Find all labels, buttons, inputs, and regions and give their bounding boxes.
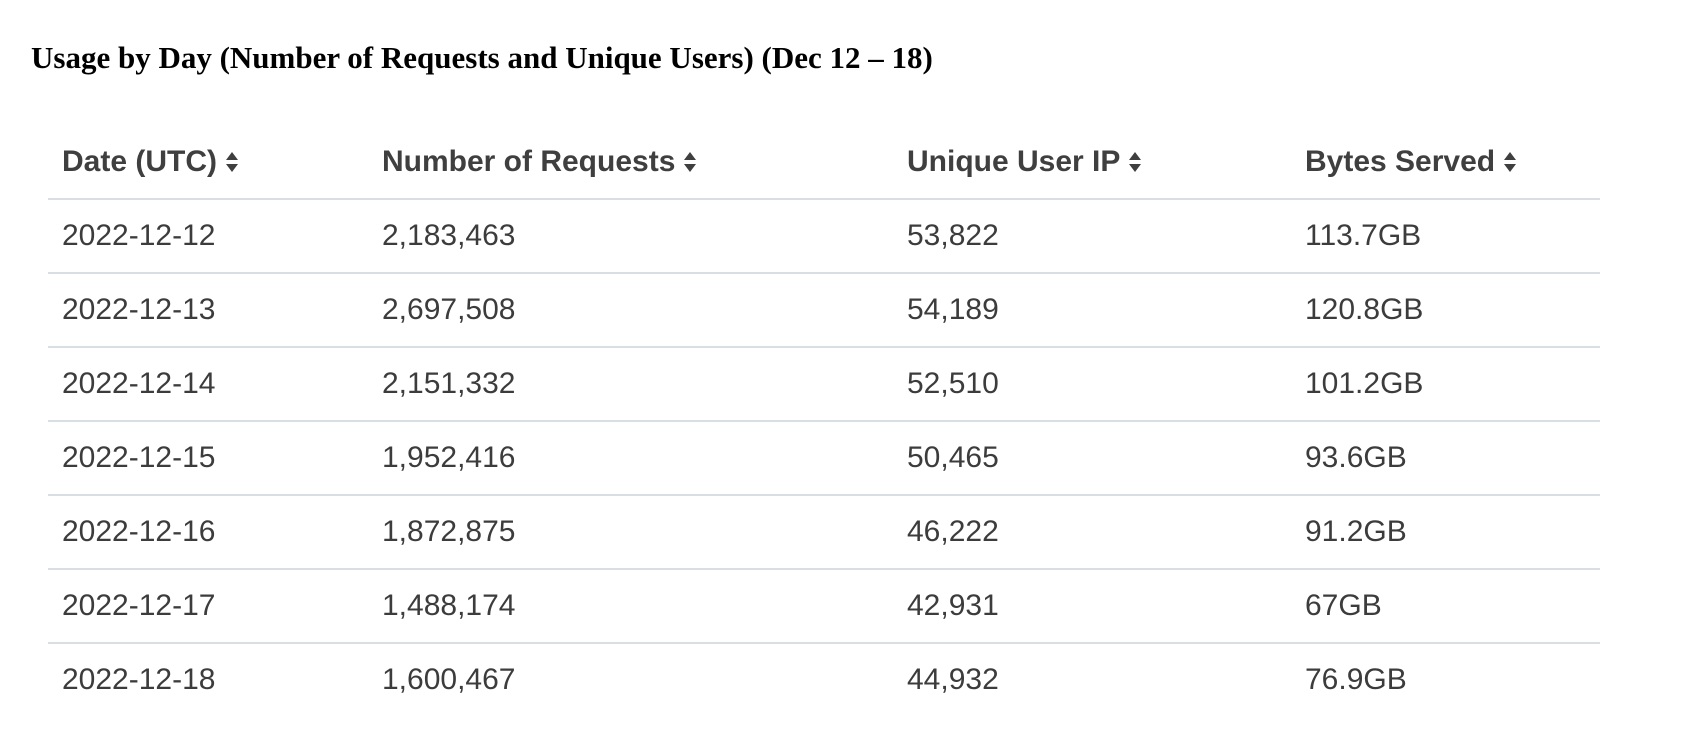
cell-unique-ip: 42,931	[893, 569, 1291, 644]
cell-unique-ip: 52,510	[893, 347, 1291, 422]
column-header-label: Number of Requests	[382, 145, 676, 178]
sort-icon	[1504, 152, 1517, 172]
column-header-date[interactable]: Date (UTC)	[48, 126, 368, 200]
page-title: Usage by Day (Number of Requests and Uni…	[31, 40, 933, 75]
column-header-requests[interactable]: Number of Requests	[368, 126, 893, 200]
cell-bytes: 67GB	[1291, 569, 1600, 644]
cell-requests: 1,600,467	[382, 663, 516, 696]
sort-icon	[1129, 152, 1142, 172]
cell-requests: 2,697,508	[368, 273, 893, 348]
cell-date: 2022-12-15	[48, 421, 368, 496]
column-header-label: Unique User IP	[907, 145, 1121, 178]
table-body: 2022-12-12 2,183,463 53,822 113.7GB 2022…	[48, 199, 1600, 716]
table-row: 2022-12-18 1,600,467 44,932 76.9GB	[48, 643, 1600, 716]
cell-date: 2022-12-18	[62, 663, 216, 696]
cell-bytes: 76.9GB	[1305, 663, 1407, 696]
header-row: Date (UTC) Number of Requests	[48, 126, 1600, 200]
cell-date: 2022-12-17	[48, 569, 368, 644]
cell-requests: 1,488,174	[368, 569, 893, 644]
cell-unique-ip: 54,189	[893, 273, 1291, 348]
cell-bytes: 93.6GB	[1291, 421, 1600, 496]
sort-icon	[226, 152, 238, 172]
cell-date: 2022-12-16	[48, 495, 368, 570]
cell-date: 2022-12-13	[48, 273, 368, 348]
cell-requests: 2,151,332	[368, 347, 893, 422]
cell-bytes: 91.2GB	[1291, 495, 1600, 570]
cell-date: 2022-12-12	[48, 199, 368, 274]
table-row: 2022-12-14 2,151,332 52,510 101.2GB	[48, 347, 1600, 422]
cell-unique-ip: 44,932	[907, 663, 999, 696]
table-row: 2022-12-16 1,872,875 46,222 91.2GB	[48, 495, 1600, 570]
column-header-label: Bytes Served	[1305, 145, 1496, 178]
cell-unique-ip: 53,822	[893, 199, 1291, 274]
table-row: 2022-12-13 2,697,508 54,189 120.8GB	[48, 273, 1600, 348]
usage-table-container: Date (UTC) Number of Requests	[48, 126, 1600, 716]
cell-requests: 1,952,416	[368, 421, 893, 496]
cell-unique-ip: 50,465	[893, 421, 1291, 496]
column-header-label: Date (UTC)	[62, 145, 217, 178]
sort-icon	[684, 152, 697, 172]
column-header-unique-ip[interactable]: Unique User IP	[893, 126, 1291, 200]
cell-requests: 1,872,875	[368, 495, 893, 570]
table-row: 2022-12-15 1,952,416 50,465 93.6GB	[48, 421, 1600, 496]
column-header-bytes[interactable]: Bytes Served	[1291, 126, 1600, 200]
cell-unique-ip: 46,222	[893, 495, 1291, 570]
cell-bytes: 113.7GB	[1291, 199, 1600, 274]
cell-bytes: 101.2GB	[1291, 347, 1600, 422]
cell-bytes: 120.8GB	[1291, 273, 1600, 348]
table-row: 2022-12-12 2,183,463 53,822 113.7GB	[48, 199, 1600, 274]
table-row: 2022-12-17 1,488,174 42,931 67GB	[48, 569, 1600, 644]
cell-date: 2022-12-14	[48, 347, 368, 422]
usage-table: Date (UTC) Number of Requests	[48, 126, 1600, 716]
cell-requests: 2,183,463	[368, 199, 893, 274]
table-header: Date (UTC) Number of Requests	[48, 126, 1600, 200]
